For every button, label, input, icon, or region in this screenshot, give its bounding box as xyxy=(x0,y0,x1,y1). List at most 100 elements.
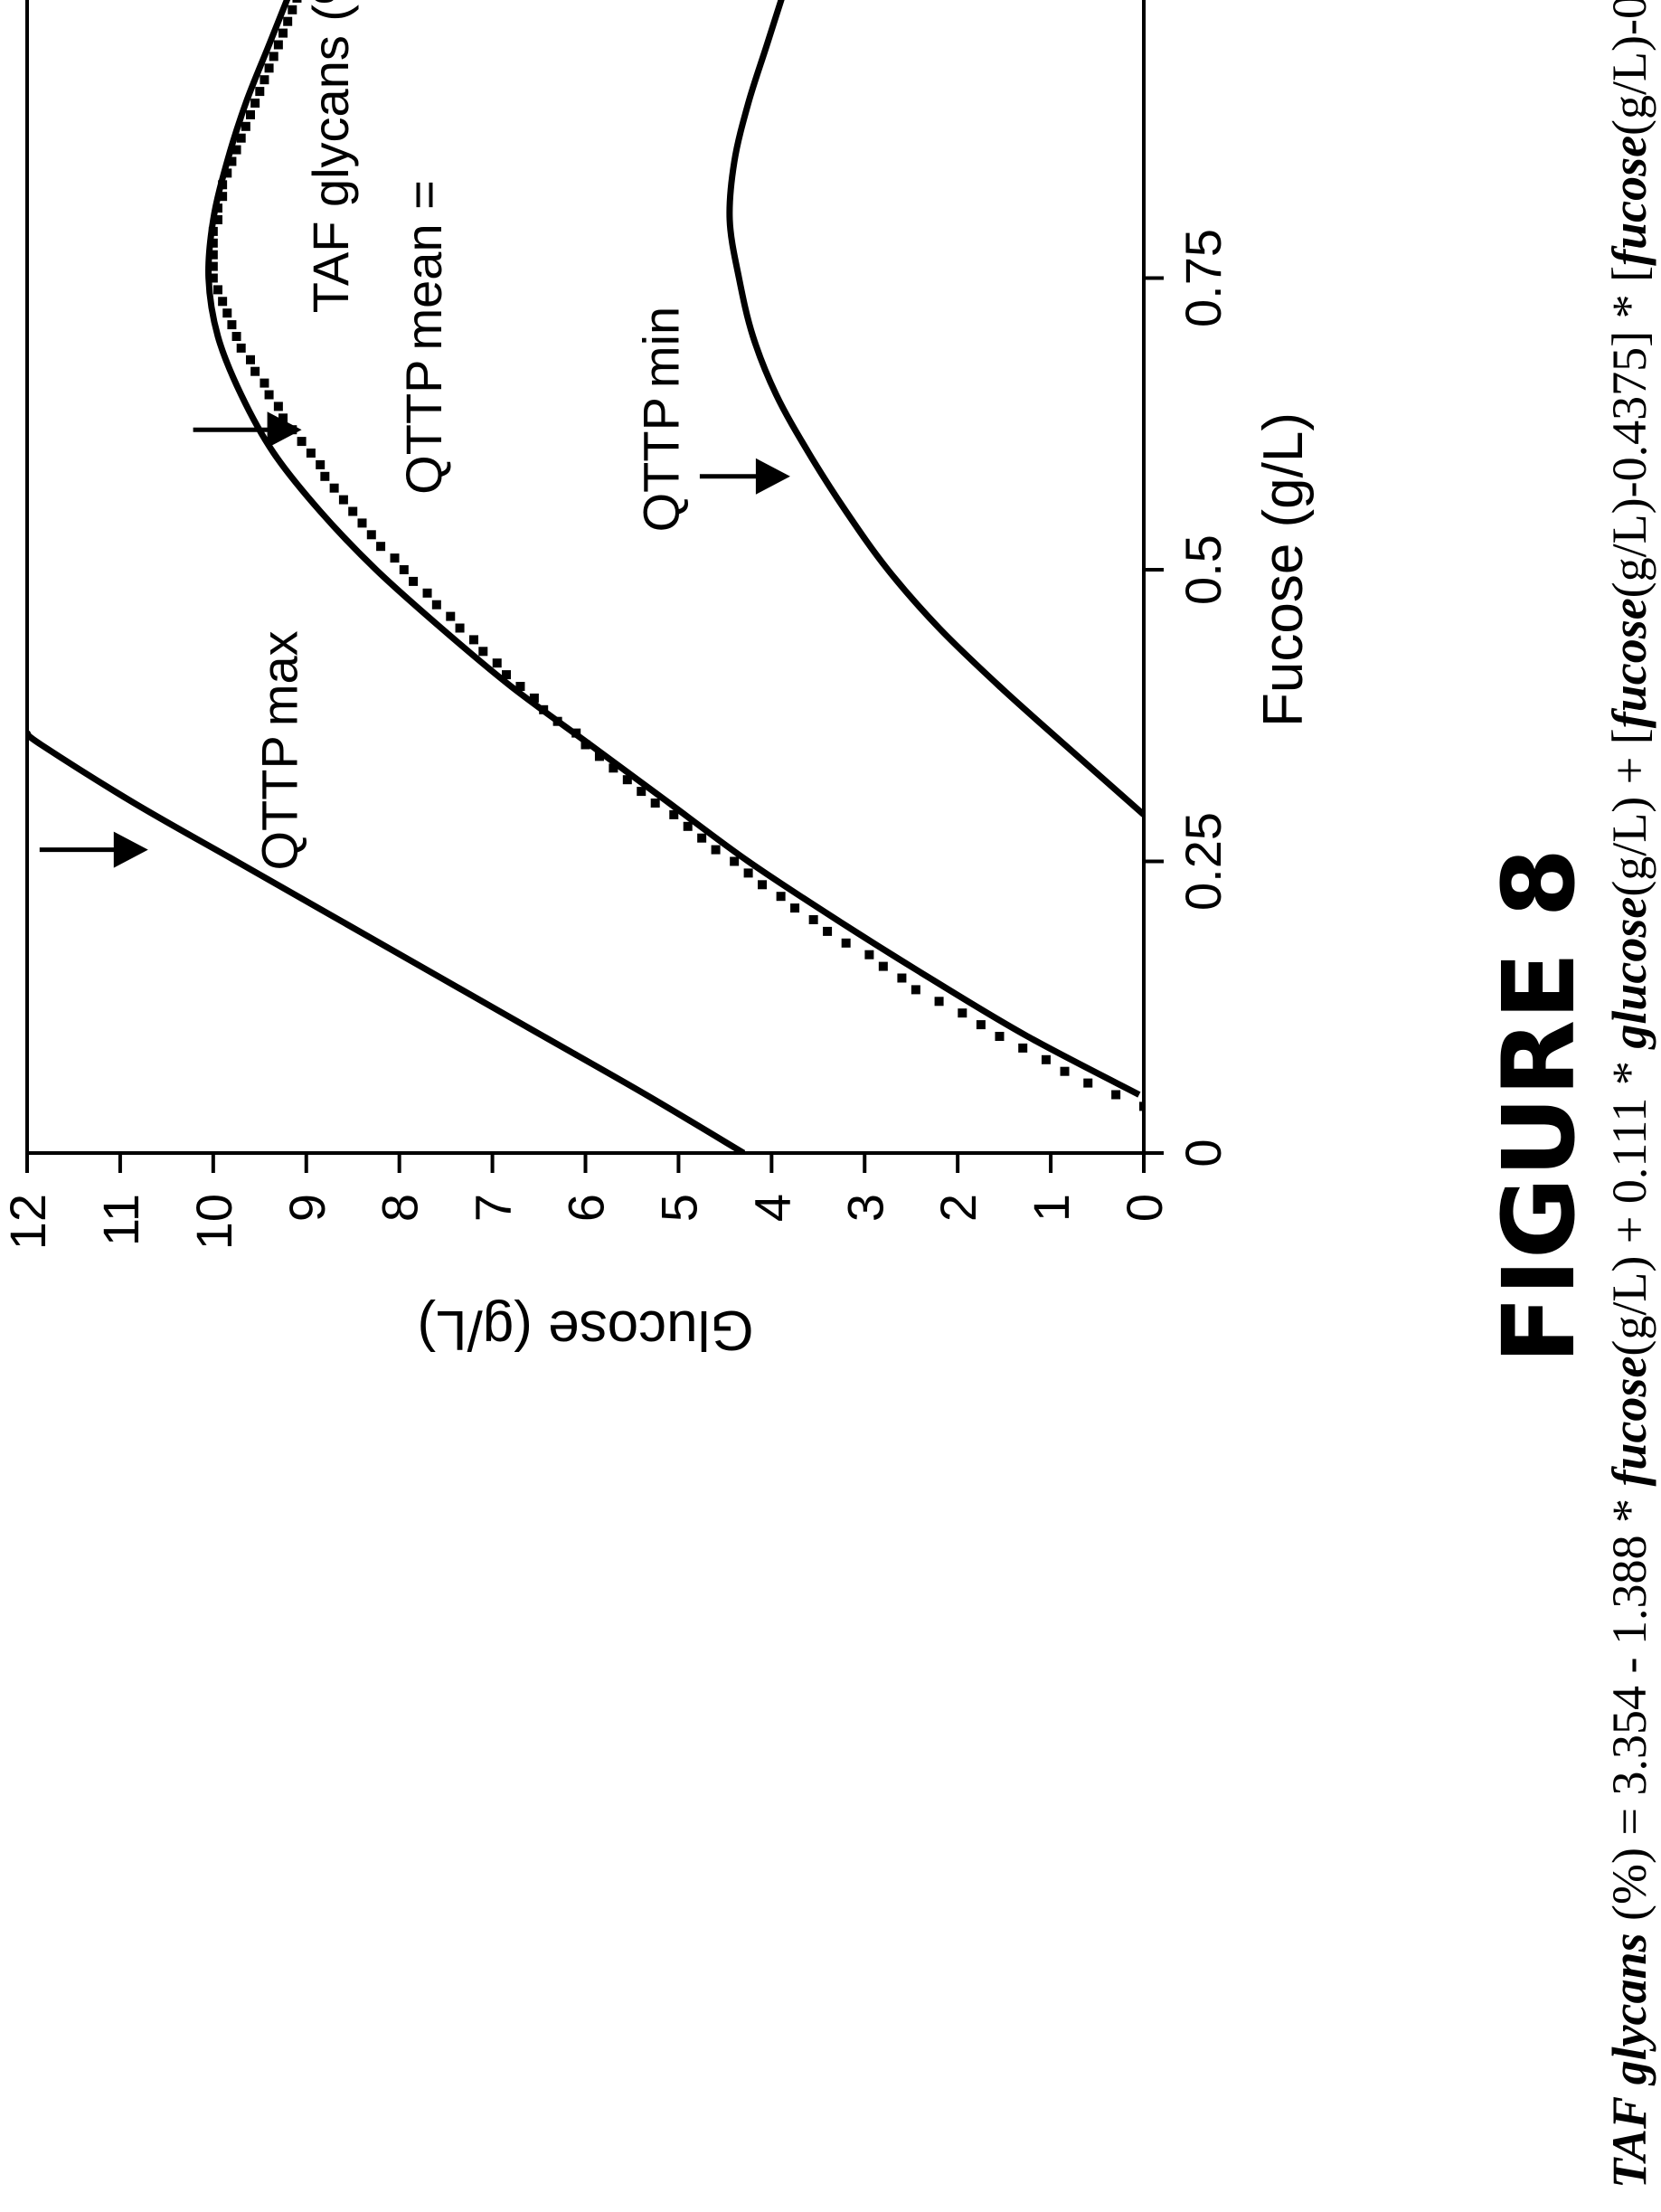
data-point xyxy=(1041,1054,1051,1064)
formula-frac-4: (g/L) xyxy=(1602,35,1656,136)
data-point xyxy=(399,565,409,574)
data-point xyxy=(995,1032,1005,1041)
data-point xyxy=(609,763,618,773)
data-point xyxy=(260,378,269,388)
data-point xyxy=(278,28,288,38)
data-point xyxy=(208,238,218,248)
data-point xyxy=(376,542,386,552)
arrow-qttp-min-head xyxy=(755,458,790,495)
data-point xyxy=(208,261,218,271)
data-point xyxy=(683,821,693,831)
data-point xyxy=(316,459,326,469)
data-point xyxy=(320,471,330,481)
formula-var-fucose-1: fucose xyxy=(1602,1357,1656,1487)
data-point xyxy=(231,332,241,341)
data-point xyxy=(808,915,818,924)
y-tick-label: 0 xyxy=(1116,1194,1173,1222)
annotation-taf-glycans: TAF glycans (%) xyxy=(302,0,359,313)
data-point xyxy=(622,775,632,785)
formula-frac-2: (g/L) xyxy=(1602,797,1656,897)
data-point xyxy=(911,985,920,995)
data-point xyxy=(650,799,660,808)
data-point xyxy=(492,658,502,668)
x-axis-title: Fucose (g/L) xyxy=(1252,412,1315,727)
x-tick-label: 1 xyxy=(1175,0,1232,1)
data-point xyxy=(260,75,269,85)
data-point xyxy=(422,588,432,598)
formula-term3c: -0.4375] * 1.9527] xyxy=(1602,0,1656,35)
data-point xyxy=(1060,1066,1070,1076)
annotation-qttp-min-main: QTTP xyxy=(632,397,689,532)
data-point xyxy=(790,903,800,913)
data-point xyxy=(288,5,297,14)
formula-var-glucose: glucose xyxy=(1602,897,1656,1050)
annotation-qttp-mean: QTTP mean = xyxy=(395,180,452,495)
y-tick-label: 3 xyxy=(836,1194,893,1222)
data-point xyxy=(246,109,255,119)
data-point xyxy=(241,121,250,131)
data-point xyxy=(218,180,228,190)
data-point xyxy=(273,402,283,411)
data-point xyxy=(212,215,222,224)
annotation-taf-glycans-main: TAF glycans (%) xyxy=(302,0,359,313)
x-tick-label: 0.75 xyxy=(1175,229,1232,327)
series-taf-glycans xyxy=(208,0,1144,1111)
x-tick-label: 0.5 xyxy=(1175,534,1232,605)
annotation-qttp-max-sub: max xyxy=(250,630,307,726)
y-tick-label: 10 xyxy=(185,1194,242,1250)
data-point xyxy=(297,437,307,447)
data-point xyxy=(218,192,228,202)
data-point xyxy=(1139,1101,1144,1111)
series-layer xyxy=(27,0,1144,1153)
data-point xyxy=(283,16,293,26)
data-point xyxy=(571,728,581,738)
formula-group: TAF glycans (%) = 3.354 - 1.388 * fucose… xyxy=(1602,0,1656,2188)
figure-label: FIGURE 8 xyxy=(1481,848,1597,1364)
formula-frac-1: (g/L) xyxy=(1602,1256,1656,1357)
data-point xyxy=(529,693,539,703)
formula-term2: + 0.111 * xyxy=(1602,1049,1656,1256)
data-point xyxy=(1083,1078,1093,1088)
figure-label-group: FIGURE 8 xyxy=(1481,848,1597,1364)
formula-lhs-name: TAF glycans xyxy=(1602,1933,1656,2188)
data-point xyxy=(222,168,232,178)
data-point xyxy=(469,635,478,645)
series-line-qttp-mean xyxy=(205,0,1141,1098)
data-point xyxy=(669,809,679,819)
data-point xyxy=(758,880,768,890)
annotation-qttp-max-main: QTTP xyxy=(250,735,307,870)
series-line-qttp-min xyxy=(726,0,1144,818)
data-point xyxy=(539,704,549,714)
data-point xyxy=(934,997,944,1007)
data-point xyxy=(1111,1090,1121,1100)
data-point xyxy=(878,961,888,971)
data-point xyxy=(208,273,218,283)
data-point xyxy=(958,1008,967,1018)
y-tick-label: 5 xyxy=(650,1194,707,1222)
data-point xyxy=(208,226,218,236)
y-tick-label: 1 xyxy=(1023,1194,1080,1222)
data-point xyxy=(730,856,740,866)
arrow-qttp-max-head xyxy=(113,831,148,868)
series-line-qttp-max xyxy=(27,730,746,1153)
formula-lhs-rest: (%) = 3.354 - 1.388 * xyxy=(1602,1487,1656,1933)
data-point xyxy=(329,483,339,493)
data-point xyxy=(431,600,441,610)
formula-var-fucose-2: fucose xyxy=(1602,598,1656,728)
y-tick-label: 6 xyxy=(558,1194,615,1222)
x-tick-label: 0 xyxy=(1175,1139,1232,1167)
annotation-qttp-max: QTTP max xyxy=(250,630,307,870)
data-point xyxy=(502,670,512,680)
data-point xyxy=(841,938,851,948)
data-point xyxy=(246,354,255,364)
data-point xyxy=(1018,1043,1028,1053)
data-point xyxy=(250,366,260,376)
data-point xyxy=(264,63,274,73)
data-point xyxy=(212,203,222,213)
data-point xyxy=(218,297,228,307)
data-point xyxy=(897,973,907,983)
data-point xyxy=(348,506,358,516)
data-point xyxy=(864,950,874,959)
data-point xyxy=(255,87,265,97)
